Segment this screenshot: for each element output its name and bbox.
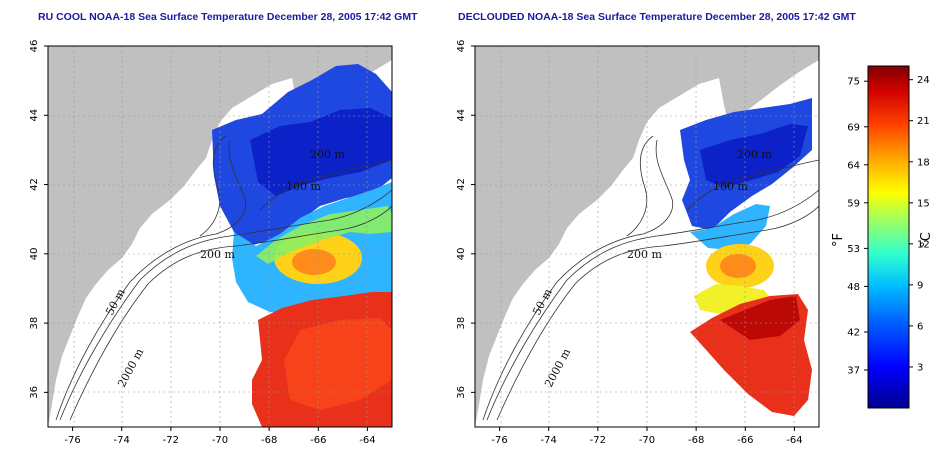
- y-tick-label: 42: [456, 178, 467, 191]
- colorbar-celsius-label: 6: [917, 321, 923, 332]
- y-tick-label: 36: [456, 386, 467, 399]
- sst-gulf-stream-core: [720, 296, 800, 340]
- colorbar-celsius-label: 18: [917, 157, 930, 168]
- x-tick-label: -70: [212, 435, 228, 446]
- contour-label: 200 m: [310, 148, 345, 161]
- y-tick-label: 38: [29, 317, 40, 330]
- colorbar-fahrenheit-label: 69: [847, 122, 860, 133]
- y-tick-label: 46: [29, 40, 40, 53]
- x-tick-label: -74: [541, 435, 557, 446]
- y-tick-label: 36: [29, 386, 40, 399]
- graticule: [48, 46, 392, 427]
- colorbar: 24 21 18 15 12 9 6 3 75 69 64 59 53 48 42 37 °F °C: [831, 65, 934, 409]
- colorbar-celsius-label: 3: [917, 362, 923, 373]
- bathymetry-contours: [482, 135, 819, 421]
- y-tick-label: 42: [29, 178, 40, 191]
- land-mass: [48, 46, 304, 427]
- colorbar-fahrenheit-label: 59: [847, 198, 860, 209]
- x-tick-label: -68: [688, 435, 704, 446]
- x-tick-label: -72: [163, 435, 179, 446]
- fahrenheit-label: °F: [831, 233, 846, 247]
- x-tick-label: -74: [114, 435, 130, 446]
- colorbar-fahrenheit-label: 75: [847, 77, 860, 88]
- panel-title-declouded: DECLOUDED NOAA-18 Sea Surface Temperatur…: [458, 11, 856, 23]
- colorbar-fahrenheit-label: 48: [847, 282, 860, 293]
- x-tick-label: -64: [359, 435, 375, 446]
- y-tick-label: 44: [456, 109, 467, 122]
- colorbar-celsius-label: 12: [917, 239, 930, 250]
- axis-ticks: -76 -74 -72 -70 -68 -66 -64 36 38 40 42 44 46: [456, 40, 803, 446]
- sst-cold-core: [250, 108, 392, 196]
- sst-warm-ring-core: [720, 254, 756, 278]
- sst-warm-ring-core: [292, 249, 336, 275]
- colorbar-gradient: [867, 65, 910, 409]
- bathymetry-contours: [55, 135, 392, 421]
- x-tick-label: -68: [261, 435, 277, 446]
- colorbar-ticks: 24 21 18 15 12 9 6 3 75 69 64 59 53 48 42 37: [847, 75, 929, 376]
- y-tick-label: 40: [29, 247, 40, 260]
- x-tick-label: -72: [590, 435, 606, 446]
- contour-label: 200 m: [627, 248, 662, 261]
- panel-title-raw: RU COOL NOAA-18 Sea Surface Temperature …: [38, 11, 418, 23]
- sst-gulf-stream-core: [284, 318, 392, 410]
- colorbar-fahrenheit-label: 42: [847, 328, 860, 339]
- map-panel-raw: 200 m 100 m 200 m 50 m 2000 m -76 -74 -72-…: [29, 40, 393, 446]
- graticule: [475, 46, 819, 427]
- x-tick-label: -76: [64, 435, 80, 446]
- map-panel-declouded: 200 m 100 m 200 m 50 m 2000 m -76 -74 -72-…: [456, 40, 820, 446]
- y-tick-label: 46: [456, 40, 467, 53]
- x-tick-label: -66: [737, 435, 753, 446]
- celsius-label: °C: [919, 232, 934, 248]
- x-tick-label: -64: [786, 435, 802, 446]
- contour-label: 200 m: [200, 248, 235, 261]
- contour-label: 100 m: [286, 180, 321, 193]
- colorbar-fahrenheit-label: 64: [847, 160, 860, 171]
- colorbar-celsius-label: 24: [917, 75, 930, 86]
- sst-green-band: [256, 206, 392, 264]
- y-tick-label: 38: [456, 317, 467, 330]
- colorbar-celsius-label: 9: [917, 280, 923, 291]
- x-tick-label: -70: [639, 435, 655, 446]
- y-tick-label: 40: [456, 247, 467, 260]
- x-tick-label: -66: [310, 435, 326, 446]
- colorbar-fahrenheit-label: 53: [847, 244, 860, 255]
- colorbar-fahrenheit-label: 37: [847, 366, 860, 377]
- sst-cold-core: [700, 124, 808, 188]
- contour-label: 100 m: [713, 180, 748, 193]
- sst-slope-water: [690, 204, 770, 250]
- colorbar-celsius-label: 21: [917, 116, 930, 127]
- contour-label: 200 m: [737, 148, 772, 161]
- land-mass-nova-scotia: [719, 46, 819, 118]
- axis-ticks: -76 -74 -72 -70 -68 -66 -64 36 38 40 42 44 46: [29, 40, 376, 446]
- colorbar-celsius-label: 15: [917, 198, 930, 209]
- y-tick-label: 44: [29, 109, 40, 122]
- land-mass: [475, 46, 731, 427]
- x-tick-label: -76: [491, 435, 507, 446]
